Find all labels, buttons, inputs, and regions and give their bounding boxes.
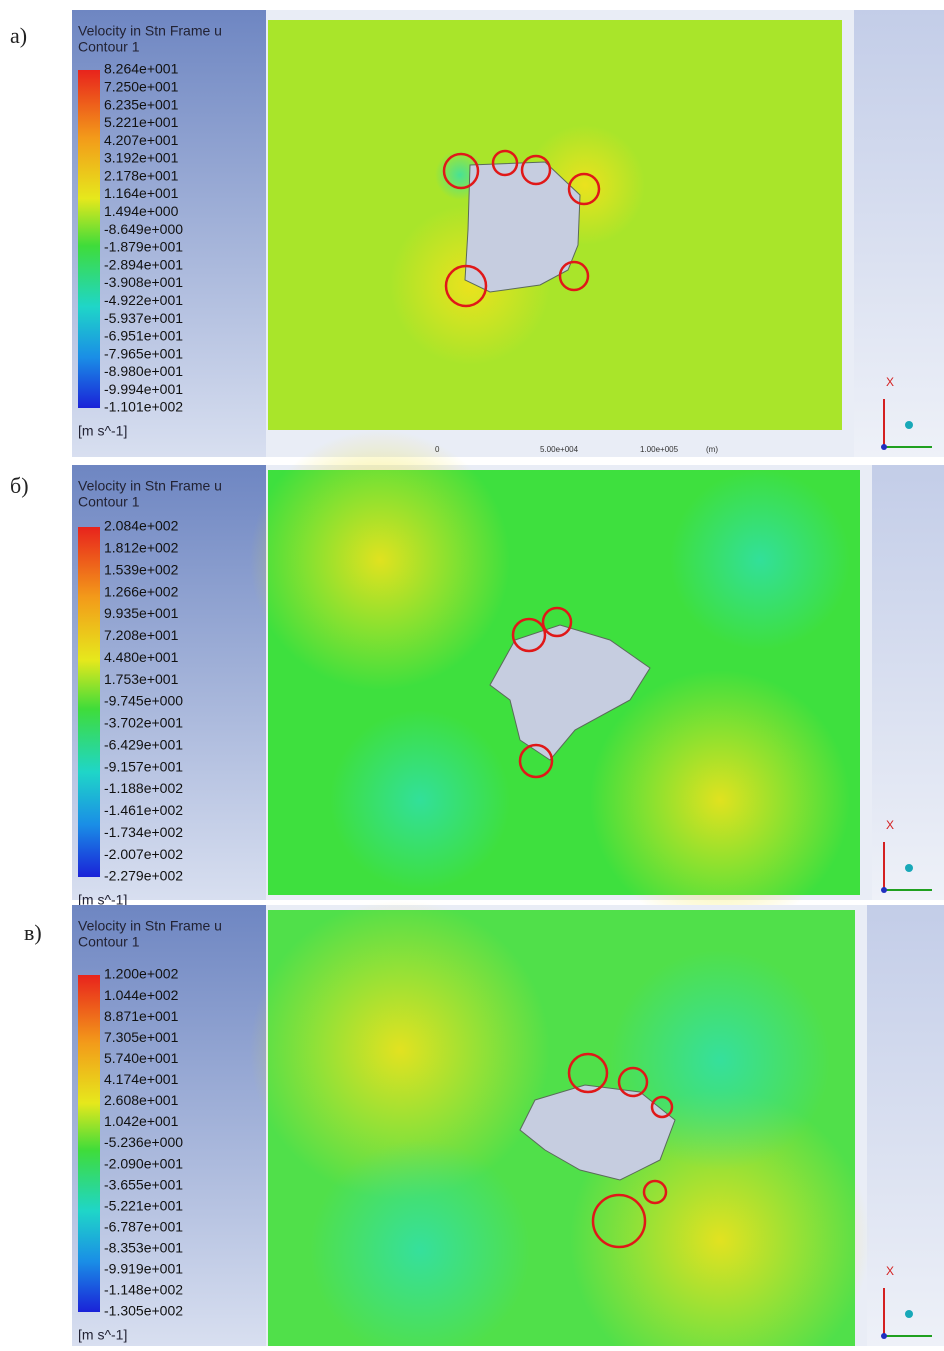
legend-label: -2.007e+002	[104, 846, 183, 862]
legend-label: 1.042e+001	[104, 1113, 179, 1129]
legend-label: 1.044e+002	[104, 987, 179, 1003]
axis-z	[905, 421, 913, 429]
axis-origin	[881, 887, 887, 893]
legend-label: 4.480e+001	[104, 649, 179, 665]
legend-label: 2.608e+001	[104, 1092, 179, 1108]
contour-lobe	[670, 470, 850, 650]
legend-label: 2.084e+002	[104, 518, 179, 534]
legend-label: -3.655e+001	[104, 1176, 183, 1192]
axis-label: X	[886, 1264, 894, 1278]
legend-label: 1.539e+002	[104, 561, 179, 577]
legend-label: -1.734e+002	[104, 824, 183, 840]
color-bar	[78, 527, 100, 877]
legend-label: 8.264e+001	[104, 61, 179, 77]
legend-label: -5.221e+001	[104, 1197, 183, 1213]
legend-label: -4.922e+001	[104, 292, 183, 308]
scale-label: (m)	[706, 445, 718, 454]
legend-label: 5.221e+001	[104, 114, 179, 130]
color-bar	[78, 70, 100, 408]
legend-label: -7.965e+001	[104, 345, 183, 361]
legend-title: Velocity in Stn Frame u	[78, 918, 222, 934]
panel-label: а)	[10, 23, 27, 48]
legend-label: -3.702e+001	[104, 715, 183, 731]
legend-label: -1.101e+002	[104, 399, 183, 415]
legend-label: 7.305e+001	[104, 1029, 179, 1045]
legend-label: -9.157e+001	[104, 758, 183, 774]
legend-title: Velocity in Stn Frame u	[78, 23, 222, 39]
scale-label: 1.00e+005	[640, 445, 679, 454]
legend-units: [m s^-1]	[78, 1327, 127, 1343]
legend-label: -2.894e+001	[104, 256, 183, 272]
legend-label: -6.787e+001	[104, 1218, 183, 1234]
legend-label: -2.090e+001	[104, 1155, 183, 1171]
legend-label: -1.188e+002	[104, 780, 183, 796]
legend-label: -8.353e+001	[104, 1240, 183, 1256]
legend-label: -1.148e+002	[104, 1282, 183, 1298]
side-panel	[854, 10, 944, 457]
side-panel	[867, 905, 944, 1346]
legend-label: 7.250e+001	[104, 78, 179, 94]
contour-lobe	[330, 710, 510, 890]
legend-label: 1.200e+002	[104, 966, 179, 982]
legend-label: -8.649e+000	[104, 221, 183, 237]
legend-units: [m s^-1]	[78, 423, 127, 439]
axis-label: X	[886, 818, 894, 832]
legend-label: -9.994e+001	[104, 381, 183, 397]
scale-label: 5.00e+004	[540, 445, 579, 454]
legend-label: -1.461e+002	[104, 802, 183, 818]
legend-label: -5.236e+000	[104, 1134, 183, 1150]
legend-label: -1.305e+002	[104, 1303, 183, 1319]
axis-z	[905, 864, 913, 872]
legend-label: 2.178e+001	[104, 167, 179, 183]
legend-subtitle: Contour 1	[78, 494, 140, 510]
legend-label: -6.951e+001	[104, 328, 183, 344]
legend-subtitle: Contour 1	[78, 934, 140, 950]
legend-label: -5.937e+001	[104, 310, 183, 326]
legend-label: 1.753e+001	[104, 671, 179, 687]
legend-label: -8.980e+001	[104, 363, 183, 379]
axis-z	[905, 1310, 913, 1318]
legend-label: -6.429e+001	[104, 736, 183, 752]
legend-label: 1.812e+002	[104, 540, 179, 556]
side-panel	[872, 465, 944, 900]
legend-label: -1.879e+001	[104, 239, 183, 255]
legend-label: 3.192e+001	[104, 150, 179, 166]
legend-subtitle: Contour 1	[78, 39, 140, 55]
legend-label: 8.871e+001	[104, 1008, 179, 1024]
legend-title: Velocity in Stn Frame u	[78, 478, 222, 494]
contour-lobe	[590, 670, 850, 930]
legend-label: 7.208e+001	[104, 627, 179, 643]
axis-origin	[881, 444, 887, 450]
legend-label: -9.919e+001	[104, 1261, 183, 1277]
axis-label: X	[886, 375, 894, 389]
color-bar	[78, 975, 100, 1312]
panel-label: в)	[24, 920, 42, 945]
legend-label: 6.235e+001	[104, 96, 179, 112]
legend-label: -3.908e+001	[104, 274, 183, 290]
legend-label: 1.164e+001	[104, 185, 179, 201]
legend-label: -2.279e+002	[104, 868, 183, 884]
legend-label: 5.740e+001	[104, 1050, 179, 1066]
legend-label: 4.207e+001	[104, 132, 179, 148]
axis-origin	[881, 1333, 887, 1339]
panel-label: б)	[10, 473, 29, 498]
figure: а)Velocity in Stn Frame uContour 18.264e…	[0, 0, 944, 1346]
legend-label: 9.935e+001	[104, 605, 179, 621]
legend-label: 4.174e+001	[104, 1071, 179, 1087]
legend-label: 1.494e+000	[104, 203, 179, 219]
contour-lobe	[250, 430, 510, 690]
legend-label: 1.266e+002	[104, 583, 179, 599]
legend-label: -9.745e+000	[104, 693, 183, 709]
